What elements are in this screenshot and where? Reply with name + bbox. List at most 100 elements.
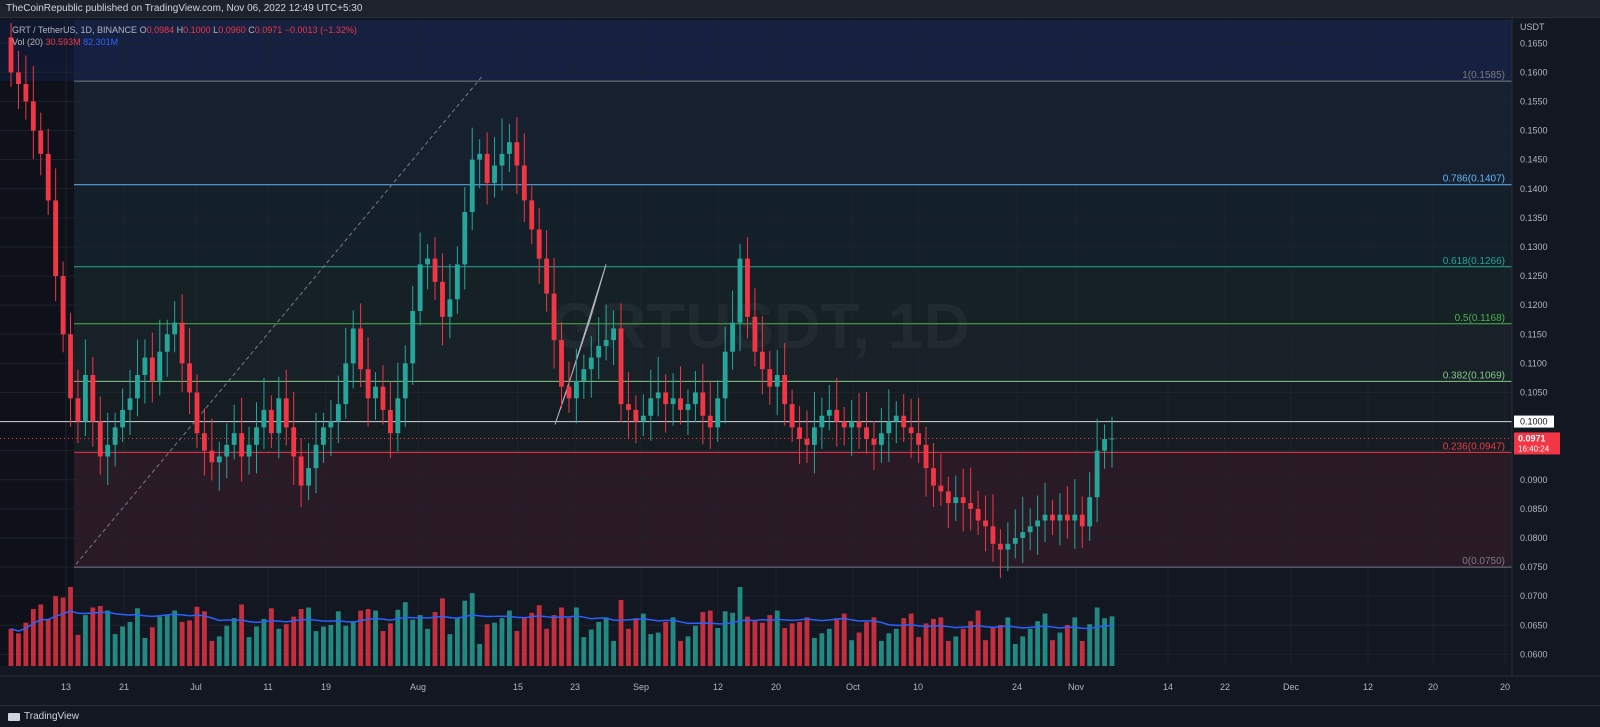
volume-bar <box>856 632 862 666</box>
volume-bar <box>774 610 780 666</box>
candle <box>164 334 170 352</box>
volume-bar <box>544 628 550 666</box>
candle <box>224 444 230 457</box>
candle <box>878 433 884 445</box>
price-tick-label: 0.0850 <box>1520 504 1548 514</box>
time-tick-label: 14 <box>1163 682 1173 692</box>
candle <box>759 351 765 370</box>
volume-bar <box>804 617 810 666</box>
volume-bar <box>789 623 795 666</box>
volume-bar <box>462 600 468 666</box>
candle <box>938 485 944 492</box>
time-tick-label: Jul <box>190 682 202 692</box>
volume-bar <box>819 633 825 666</box>
candle <box>507 142 512 154</box>
high-label: H <box>176 25 184 35</box>
candle <box>120 409 126 428</box>
price-chart[interactable]: 1(0.1585) 0.786(0.1407) 0.618(0.1266) 0.5(0… <box>0 18 1600 705</box>
time-tick-label: 22 <box>1220 682 1230 692</box>
volume-bar <box>1102 618 1107 666</box>
candle <box>276 398 282 434</box>
volume-bar <box>261 618 267 666</box>
volume-bar <box>745 616 750 666</box>
symbol-name: GRT / TetherUS, 1D, BINANCE <box>12 25 138 35</box>
current-price-text: 0.0971 <box>1518 433 1546 443</box>
candle <box>45 153 51 201</box>
volume-bar <box>596 621 602 666</box>
tradingview-logo[interactable]: TradingView <box>8 711 79 722</box>
candle <box>841 421 847 428</box>
candle <box>529 200 535 230</box>
volume-bar <box>1064 624 1070 666</box>
volume-bar <box>499 618 505 666</box>
volume-bar <box>722 611 728 666</box>
candle <box>142 357 148 376</box>
candle <box>268 409 274 434</box>
volume-bar <box>849 640 855 666</box>
volume-bar <box>640 613 646 666</box>
volume-bar <box>953 636 959 666</box>
flag-pattern <box>554 264 607 425</box>
candle <box>179 322 185 364</box>
candle <box>886 421 892 434</box>
candle <box>916 433 921 445</box>
countdown-text: 16:40:24 <box>1518 444 1550 453</box>
candle <box>328 421 334 428</box>
open-label: O <box>139 25 147 35</box>
candle <box>670 398 676 405</box>
volume-bar <box>633 618 639 666</box>
candle <box>462 212 468 265</box>
volume-bar <box>1050 640 1055 666</box>
time-tick-label: Dec <box>1283 682 1300 692</box>
candle <box>730 322 736 352</box>
volume-bar <box>45 618 51 666</box>
volume-bar <box>454 617 460 666</box>
volume-bar <box>938 617 944 666</box>
volume-bar <box>581 637 587 666</box>
candle <box>1079 514 1085 527</box>
level-badge-text: 0.1000 <box>1520 417 1548 427</box>
candle <box>1027 526 1033 533</box>
candle <box>261 409 267 428</box>
candle <box>1012 537 1018 544</box>
candle <box>663 392 669 405</box>
volume-bar <box>1057 632 1063 666</box>
volume-bar <box>707 610 713 666</box>
candle <box>112 427 118 445</box>
volume-bar <box>908 613 914 666</box>
volume-bar <box>864 621 869 666</box>
volume-bar <box>648 634 654 666</box>
volume-bar <box>231 618 237 666</box>
candle <box>387 409 393 434</box>
candle <box>298 456 304 486</box>
high-value: 0.1000 <box>183 25 211 35</box>
volume-bar <box>878 640 884 666</box>
candle <box>945 491 951 504</box>
volume-bar <box>135 608 140 666</box>
candle <box>499 153 505 166</box>
candle <box>135 375 140 399</box>
volume-bar <box>224 625 230 666</box>
volume-bar <box>886 633 892 666</box>
price-tick-label: 0.1400 <box>1520 184 1548 194</box>
volume-bar <box>1087 624 1093 666</box>
candle <box>849 421 855 428</box>
volume-bar <box>916 637 921 666</box>
candle <box>797 427 802 440</box>
volume-bar <box>797 621 802 666</box>
candle <box>648 398 654 416</box>
volume-bar <box>469 593 475 666</box>
time-tick-label: 19 <box>321 682 331 692</box>
candle <box>722 351 728 399</box>
volume-bar <box>313 631 319 666</box>
volume-bar <box>1042 613 1048 666</box>
volume-bar <box>1094 607 1100 666</box>
volume-bar <box>492 622 497 666</box>
candle <box>692 392 698 405</box>
volume-bar <box>60 597 66 666</box>
candle <box>1042 514 1048 521</box>
volume-bar <box>566 618 572 666</box>
candle <box>953 497 959 504</box>
volume-bar <box>685 636 691 666</box>
candle <box>283 398 289 428</box>
